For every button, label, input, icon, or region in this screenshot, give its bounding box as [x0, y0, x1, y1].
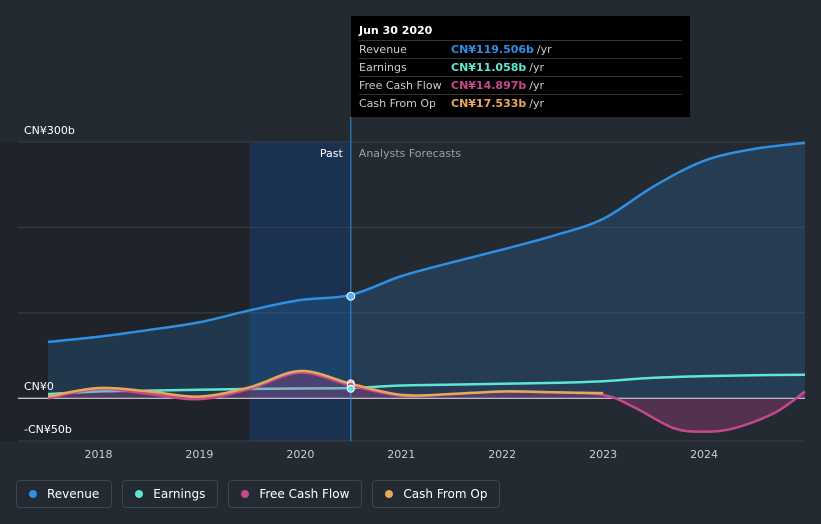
tooltip-unit: /yr	[536, 43, 552, 56]
tooltip-label: Cash From Op	[359, 97, 437, 110]
tooltip-unit: /yr	[529, 61, 545, 74]
earnings-marker	[346, 384, 355, 393]
tooltip: Jun 30 2020 Revenue CN¥119.506b /yr Earn…	[351, 16, 690, 117]
tooltip-unit: /yr	[529, 79, 545, 92]
tooltip-value: CN¥17.533b	[451, 97, 527, 110]
revenue-marker	[346, 291, 356, 301]
legend-label: Earnings	[153, 487, 206, 501]
earnings-line	[47, 373, 806, 396]
legend-label: Cash From Op	[403, 487, 488, 501]
x-tick-label: 2024	[690, 448, 718, 461]
past-label: Past	[320, 147, 344, 160]
tooltip-value: CN¥11.058b	[451, 61, 527, 74]
legend-dot-icon	[29, 490, 37, 498]
x-tick-label: 2020	[286, 448, 314, 461]
y-axis-label-zero: CN¥0	[24, 380, 54, 393]
tooltip-unit: /yr	[529, 97, 545, 110]
tooltip-row-earnings: Earnings CN¥11.058b /yr	[359, 58, 682, 76]
forecast-label: Analysts Forecasts	[359, 147, 462, 160]
tooltip-row-revenue: Revenue CN¥119.506b /yr	[359, 40, 682, 58]
legend: Revenue Earnings Free Cash Flow Cash Fro…	[16, 480, 501, 508]
x-tick-label: 2022	[488, 448, 516, 461]
legend-dot-icon	[385, 490, 394, 498]
legend-item-earnings[interactable]: Earnings	[122, 480, 219, 508]
x-tick-label: 2018	[84, 448, 112, 461]
legend-dot-icon	[241, 490, 250, 498]
tooltip-label: Earnings	[359, 61, 407, 74]
tooltip-label: Revenue	[359, 43, 407, 56]
free-cash-flow-area	[48, 372, 805, 432]
legend-item-revenue[interactable]: Revenue	[16, 480, 113, 508]
legend-dot-icon	[135, 490, 144, 498]
y-axis-label-top: CN¥300b	[24, 124, 75, 137]
legend-label: Free Cash Flow	[259, 487, 350, 501]
x-tick-label: 2021	[387, 448, 415, 461]
tooltip-value: CN¥119.506b	[451, 43, 534, 56]
y-axis-label-bottom: -CN¥50b	[24, 423, 72, 436]
revenue-line	[47, 141, 806, 344]
legend-label: Revenue	[47, 487, 100, 501]
revenue-area	[48, 142, 805, 399]
cash-from-op-line	[47, 369, 604, 398]
past-highlight-region	[249, 142, 351, 441]
tooltip-row-free-cash-flow: Free Cash Flow CN¥14.897b /yr	[359, 76, 682, 94]
tooltip-label: Free Cash Flow	[359, 79, 442, 92]
x-tick-label: 2019	[185, 448, 213, 461]
tooltip-row-cash-from-op: Cash From Op CN¥17.533b /yr	[359, 94, 682, 112]
tooltip-date: Jun 30 2020	[359, 24, 433, 37]
legend-item-cash-from-op[interactable]: Cash From Op	[372, 480, 501, 508]
legend-item-free-cash-flow[interactable]: Free Cash Flow	[228, 480, 363, 508]
tooltip-value: CN¥14.897b	[451, 79, 527, 92]
x-tick-label: 2023	[589, 448, 617, 461]
